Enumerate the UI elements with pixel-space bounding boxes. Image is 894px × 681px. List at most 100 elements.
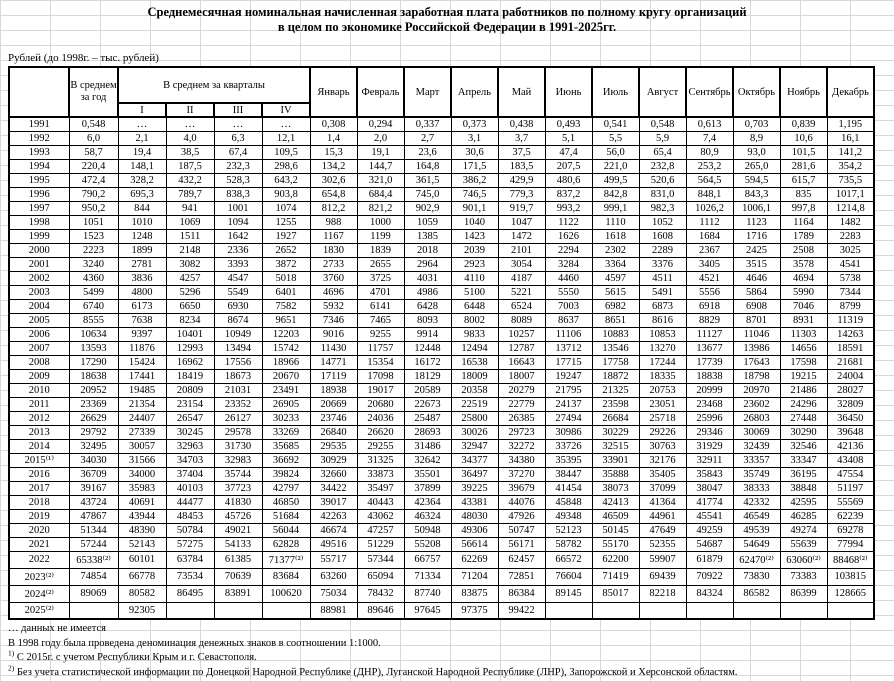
value-cell: 2367: [685, 242, 734, 258]
table-row-2013: 2013 29792 27339 30245 29578 33269 26840 26620 2…: [8, 424, 875, 440]
value-cell: 19,1: [356, 144, 405, 160]
value-cell: 73830: [732, 567, 781, 586]
year-cell: 2000: [8, 242, 70, 258]
value-cell: 429,9: [497, 172, 546, 188]
year-cell: 1997: [8, 200, 70, 216]
value-cell: 1927: [261, 228, 311, 244]
value-cell: 843,3: [732, 186, 781, 202]
footnote-marker: 1): [8, 648, 15, 658]
value-cell: 57244: [68, 536, 119, 552]
value-cell: 4511: [638, 270, 687, 286]
value-cell: 950,2: [68, 200, 119, 216]
value-cell: 25718: [638, 410, 687, 426]
table-row-2003: 2003 5499 4800 5296 5549 6401 4696 4701 4986 5100…: [8, 284, 875, 300]
value-cell: 35395: [544, 452, 593, 468]
value-cell: 790,2: [68, 186, 119, 202]
value-cell: 3515: [732, 256, 781, 272]
value-cell: 49348: [544, 508, 593, 524]
footnote-marker: 2): [8, 663, 15, 672]
value-cell: 76604: [544, 567, 593, 586]
value-cell: 65094: [356, 567, 405, 586]
value-cell: 23352: [213, 396, 263, 412]
value-cell: 16962: [165, 354, 215, 370]
value-cell: 1026,2: [685, 200, 734, 216]
value-cell: 20809: [165, 382, 215, 398]
value-cell: 23598: [591, 396, 640, 412]
month-header-4: Апрель: [450, 66, 499, 118]
value-cell: 52123: [544, 522, 593, 538]
year-cell: 1995: [8, 172, 70, 188]
value-cell: 54687: [685, 536, 734, 552]
value-cell: 11106: [544, 326, 593, 342]
footnote-2: В 1998 году была проведена деноминация д…: [8, 637, 381, 649]
value-cell: 5018: [261, 270, 311, 286]
value-cell: 32495: [68, 438, 119, 454]
value-cell: 12993: [165, 340, 215, 356]
value-cell: 499,5: [591, 172, 640, 188]
value-cell: 86399: [779, 584, 828, 603]
value-cell: 6,0: [68, 130, 119, 146]
unit-note: Рублей (до 1998г. – тыс. рублей): [8, 52, 159, 64]
value-cell: 17556: [213, 354, 263, 370]
value-cell: 2302: [591, 242, 640, 258]
value-cell: 87740: [403, 584, 452, 603]
table-row-2022: 2022 65338⁽²⁾ 60101 63784 61385 71377⁽²⁾ 55717…: [8, 550, 875, 569]
value-cell: 24004: [826, 368, 875, 384]
value-cell: 97645: [403, 601, 452, 620]
value-cell: 48030: [450, 508, 499, 524]
value-cell: 52355: [638, 536, 687, 552]
value-cell: 42364: [403, 494, 452, 510]
wage-table: В среднем за год В среднем за кварталы Я…: [8, 66, 875, 620]
value-cell: 20589: [403, 382, 452, 398]
value-cell: 16643: [497, 354, 546, 370]
year-cell: 2002: [8, 270, 70, 286]
value-cell: 27494: [544, 410, 593, 426]
value-cell: 745,0: [403, 186, 452, 202]
value-cell: 999,1: [591, 200, 640, 216]
value-cell: 30245: [165, 424, 215, 440]
value-cell: 46285: [779, 508, 828, 524]
value-cell: 5549: [213, 284, 263, 300]
value-cell: 35497: [356, 480, 405, 496]
value-cell: 17244: [638, 354, 687, 370]
value-cell: 29346: [685, 424, 734, 440]
value-cell: 33357: [732, 452, 781, 468]
value-cell: 3836: [117, 270, 167, 286]
value-cell: 4646: [732, 270, 781, 286]
value-cell: 837,2: [544, 186, 593, 202]
value-cell: 789,7: [165, 186, 215, 202]
value-cell: 171,5: [450, 158, 499, 174]
value-cell: 988: [309, 214, 358, 230]
value-cell: …: [261, 116, 311, 132]
value-cell: 8931: [779, 312, 828, 328]
value-cell: 26385: [497, 410, 546, 426]
year-cell: 2004: [8, 298, 70, 314]
value-cell: 23602: [732, 396, 781, 412]
value-cell: 46850: [261, 494, 311, 510]
value-cell: 2336: [213, 242, 263, 258]
value-cell: 31325: [356, 452, 405, 468]
value-cell: 17715: [544, 354, 593, 370]
value-cell: 31929: [685, 438, 734, 454]
value-cell: 17643: [732, 354, 781, 370]
month-header-8: Август: [638, 66, 687, 118]
value-cell: 746,5: [450, 186, 499, 202]
year-cell: 2021: [8, 536, 70, 552]
value-cell: 59907: [638, 550, 687, 569]
value-cell: 35983: [117, 480, 167, 496]
value-cell: 30026: [450, 424, 499, 440]
value-cell: 11876: [117, 340, 167, 356]
value-cell: 0,541: [591, 116, 640, 132]
value-cell: 40103: [165, 480, 215, 496]
value-cell: 34380: [497, 452, 546, 468]
value-cell: 5499: [68, 284, 119, 300]
value-cell: 221,0: [591, 158, 640, 174]
value-cell: 93,0: [732, 144, 781, 160]
value-cell: 8651: [591, 312, 640, 328]
value-cell: 1423: [450, 228, 499, 244]
value-cell: 4110: [450, 270, 499, 286]
value-cell: 1608: [638, 228, 687, 244]
value-cell: 265,0: [732, 158, 781, 174]
quarter-header-2: II: [165, 102, 215, 118]
value-cell: 23491: [261, 382, 311, 398]
